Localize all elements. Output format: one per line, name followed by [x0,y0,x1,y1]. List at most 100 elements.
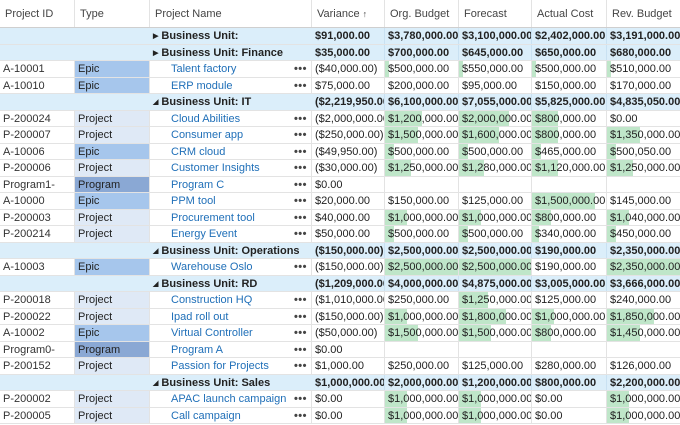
group-label-cell[interactable]: ▶ Business Unit: [150,28,312,44]
table-row[interactable]: P-200018 Project Construction HQ ••• ($1,010… [0,292,680,309]
project-name-cell[interactable]: ERP module ••• [150,77,312,93]
project-name-link[interactable]: Procurement tool [171,211,255,224]
project-name-cell[interactable]: Warehouse Oslo ••• [150,259,312,275]
table-row[interactable]: A-10006 Epic CRM cloud ••• ($49,950.00) $500,… [0,143,680,160]
table-row[interactable]: P-200007 Project Consumer app ••• ($250,000.… [0,127,680,144]
column-header-project-name[interactable]: Project Name [150,0,312,27]
project-name-cell[interactable]: Program A ••• [150,341,312,357]
group-row[interactable]: ◢ Business Unit: RD ($1,209,000.00) $4,000,… [0,275,680,292]
table-row[interactable]: P-200005 Project Call campaign ••• $0.00 $1,0… [0,407,680,424]
project-name-cell[interactable]: Talent factory ••• [150,61,312,77]
project-name-cell[interactable]: Energy Event ••• [150,226,312,242]
project-name-link[interactable]: Consumer app [171,129,244,141]
more-options-icon[interactable]: ••• [293,327,307,339]
column-header-rev-budget[interactable]: Rev. Budget [607,0,680,27]
table-row[interactable]: P-200002 Project APAC launch campaign ••• $0… [0,391,680,408]
project-name-cell[interactable]: Virtual Controller ••• [150,325,312,341]
table-row[interactable]: P-200006 Project Customer Insights ••• ($30,… [0,160,680,177]
more-options-icon[interactable]: ••• [293,393,307,405]
project-name-cell[interactable]: APAC launch campaign ••• [150,391,312,407]
project-name-link[interactable]: Passion for Projects [171,360,269,372]
project-name-cell[interactable]: Procurement tool ••• [150,209,312,225]
group-label-cell[interactable]: ◢ Business Unit: IT [150,94,312,110]
column-header-project-id[interactable]: Project ID [0,0,75,27]
org-budget-cell-value: $1,000,000.00 [388,409,459,422]
group-row[interactable]: ◢ Business Unit: Operations ($150,000.00) $… [0,242,680,259]
more-options-icon[interactable]: ••• [293,162,307,174]
more-options-icon[interactable]: ••• [293,211,307,224]
project-name-cell[interactable]: Construction HQ ••• [150,292,312,308]
table-row[interactable]: P-200022 Project Ipad roll out ••• ($150,000… [0,308,680,325]
group-row[interactable]: ◢ Business Unit: Sales $1,000,000.00 $2,000… [0,374,680,391]
collapse-triangle-icon[interactable]: ◢ [153,280,159,288]
project-name-cell[interactable]: Customer Insights ••• [150,160,312,176]
table-row[interactable]: P-200214 Project Energy Event ••• $50,000.00… [0,226,680,243]
table-row[interactable]: A-10010 Epic ERP module ••• $75,000.00 $200,0… [0,77,680,94]
project-name-link[interactable]: ERP module [171,79,233,92]
table-row[interactable]: A-10000 Epic PPM tool ••• $20,000.00 $150,000… [0,193,680,210]
more-options-icon[interactable]: ••• [293,261,307,273]
project-name-link[interactable]: Construction HQ [171,294,253,306]
more-options-icon[interactable]: ••• [293,112,307,125]
more-options-icon[interactable]: ••• [293,343,307,356]
project-name-link[interactable]: Program A [171,343,223,356]
column-header-type[interactable]: Type [75,0,150,27]
more-options-icon[interactable]: ••• [293,129,307,141]
table-row[interactable]: A-10001 Epic Talent factory ••• ($40,000.00)… [0,61,680,78]
project-name-link[interactable]: Energy Event [171,228,238,240]
column-header-variance[interactable]: Variance ↑ [312,0,385,27]
column-header-forecast[interactable]: Forecast [459,0,532,27]
project-name-link[interactable]: Program C [171,178,225,191]
more-options-icon[interactable]: ••• [293,294,307,306]
group-row[interactable]: ◢ Business Unit: IT ($2,219,950.00) $6,100,… [0,94,680,111]
project-name-cell[interactable]: Consumer app ••• [150,127,312,143]
group-label-cell[interactable]: ◢ Business Unit: Sales [150,374,312,390]
more-options-icon[interactable]: ••• [293,145,307,158]
project-name-link[interactable]: CRM cloud [171,145,226,158]
collapse-triangle-icon[interactable]: ◢ [153,379,159,387]
project-name-link[interactable]: APAC launch campaign [171,393,287,405]
column-header-org-budget[interactable]: Org. Budget [385,0,459,27]
project-name-cell[interactable]: Cloud Abilities ••• [150,110,312,126]
table-row[interactable]: P-200024 Project Cloud Abilities ••• ($2,000… [0,110,680,127]
table-row[interactable]: P-200003 Project Procurement tool ••• $40,00… [0,209,680,226]
expand-triangle-icon[interactable]: ▶ [153,49,159,57]
project-name-link[interactable]: Virtual Controller [171,327,253,339]
more-options-icon[interactable]: ••• [293,310,307,323]
group-label-cell[interactable]: ▶ Business Unit: Finance [150,44,312,60]
project-name-link[interactable]: Call campaign [171,409,241,422]
more-options-icon[interactable]: ••• [293,409,307,422]
more-options-icon[interactable]: ••• [293,79,307,92]
group-label-cell[interactable]: ◢ Business Unit: Operations [150,242,312,258]
more-options-icon[interactable]: ••• [293,195,307,207]
more-options-icon[interactable]: ••• [293,228,307,240]
group-row[interactable]: ▶ Business Unit: Finance $35,000.00 $700,00… [0,44,680,61]
collapse-triangle-icon[interactable]: ◢ [153,99,159,106]
column-header-actual-cost[interactable]: Actual Cost [532,0,607,27]
project-name-cell[interactable]: Call campaign ••• [150,407,312,423]
more-options-icon[interactable]: ••• [293,178,307,191]
project-name-cell[interactable]: PPM tool ••• [150,193,312,209]
table-row[interactable]: Program0- Program Program A ••• $0.00 [0,341,680,358]
group-row[interactable]: ▶ Business Unit: $91,000.00 $3,780,000.00 $3… [0,28,680,45]
group-label-cell[interactable]: ◢ Business Unit: RD [150,275,312,291]
collapse-triangle-icon[interactable]: ◢ [153,247,159,255]
project-name-cell[interactable]: Ipad roll out ••• [150,308,312,324]
project-name-cell[interactable]: Program C ••• [150,176,312,192]
table-row[interactable]: A-10003 Epic Warehouse Oslo ••• ($150,000.00… [0,259,680,276]
project-name-link[interactable]: Customer Insights [171,162,260,174]
expand-triangle-icon[interactable]: ▶ [153,33,159,40]
more-options-icon[interactable]: ••• [293,360,307,372]
table-row[interactable]: A-10002 Epic Virtual Controller ••• ($50,000… [0,325,680,342]
project-name-link[interactable]: Warehouse Oslo [171,261,253,273]
table-row[interactable]: Program1- Program Program C ••• $0.00 [0,176,680,193]
project-name-link[interactable]: PPM tool [171,195,216,207]
org-budget-cell: $250,000.00 [385,292,459,308]
project-name-link[interactable]: Ipad roll out [171,310,229,323]
project-name-link[interactable]: Talent factory [171,63,237,75]
more-options-icon[interactable]: ••• [293,63,307,75]
table-row[interactable]: P-200152 Project Passion for Projects ••• $1… [0,358,680,375]
project-name-cell[interactable]: CRM cloud ••• [150,143,312,159]
project-name-link[interactable]: Cloud Abilities [171,112,241,125]
project-name-cell[interactable]: Passion for Projects ••• [150,358,312,374]
